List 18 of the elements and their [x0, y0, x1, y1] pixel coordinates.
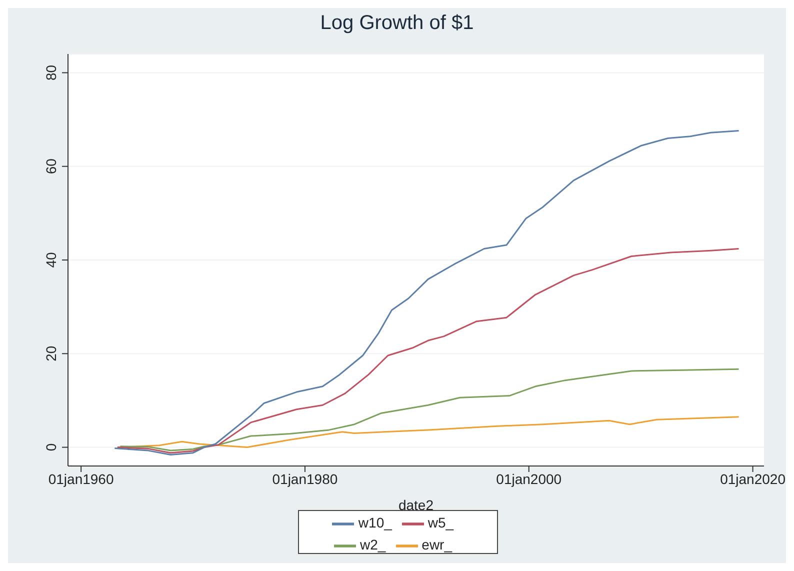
x-tick-label: 01jan2000: [496, 470, 562, 487]
legend-label: w10_: [358, 514, 392, 531]
x-tick-label: 01jan1960: [48, 470, 114, 487]
y-tick-label: 60: [43, 158, 59, 174]
line-series: [119, 368, 740, 452]
line-series: [114, 130, 740, 456]
y-tick-label: 40: [43, 252, 59, 268]
y-tick-label: 80: [43, 64, 59, 81]
legend-label: w5_: [428, 514, 454, 531]
x-tick-label: 01jan2020: [720, 470, 786, 487]
y-tick-label: 0: [43, 443, 59, 452]
x-axis-title: date2: [398, 497, 434, 513]
line-series: [116, 248, 740, 454]
y-tick-label: 20: [43, 346, 59, 362]
chart-title: Log Growth of $1: [319, 11, 475, 36]
x-tick-label: 01jan1980: [272, 470, 338, 487]
legend-label: w2_: [360, 536, 386, 553]
legend-label: ewr_: [422, 536, 452, 553]
